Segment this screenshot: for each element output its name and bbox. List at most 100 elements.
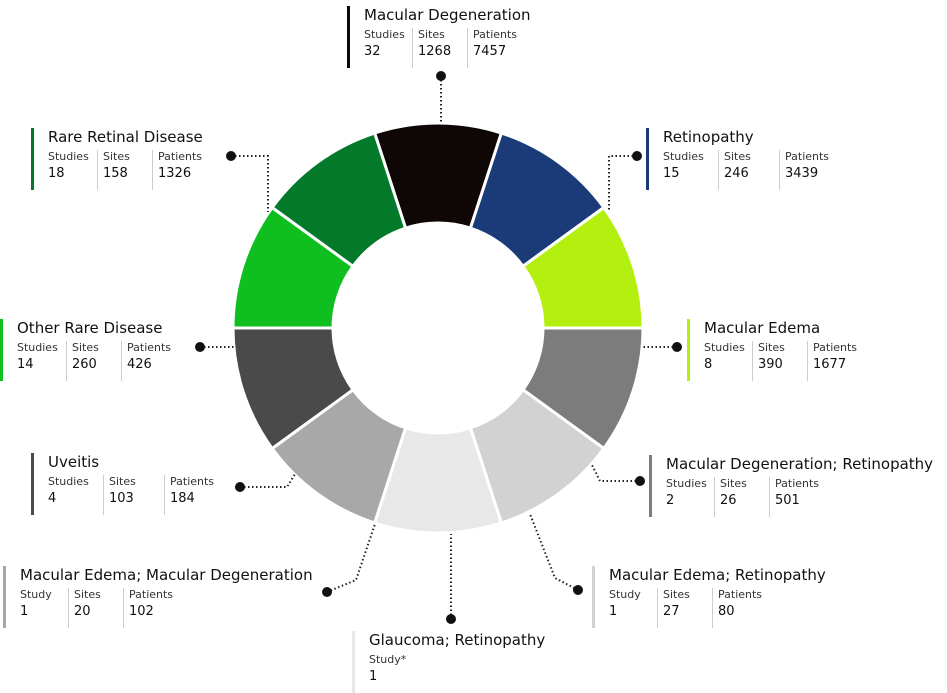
- connector: [591, 464, 640, 482]
- label-box: Macular Degeneration; Retinopathy Studies…: [649, 455, 933, 517]
- stat: Sites 26: [714, 477, 747, 517]
- stat-value: 18: [48, 166, 65, 181]
- stat-label: Studies: [663, 150, 704, 163]
- label-box: Uveitis Studies 4 Sites 103 Patients 184: [31, 453, 214, 515]
- node-title: Macular Edema; Retinopathy: [609, 566, 826, 584]
- connector-dot: [235, 482, 245, 492]
- stat-label: Patients: [129, 588, 174, 601]
- stat-value: 7457: [473, 44, 507, 59]
- stat: Patients 1677: [807, 341, 857, 381]
- label-box: Macular Edema Studies 8 Sites 390 Patients 167…: [687, 319, 857, 381]
- node-title: Uveitis: [48, 453, 100, 471]
- stat: Study* 1: [369, 653, 406, 684]
- stat: Sites 246: [718, 150, 751, 190]
- stat-label: Study*: [369, 653, 407, 666]
- stat-value: 102: [129, 604, 154, 619]
- stat-label: Sites: [720, 477, 747, 490]
- stat-value: 260: [72, 357, 97, 372]
- stat-label: Studies: [48, 150, 89, 163]
- stat: Sites 20: [68, 588, 101, 628]
- stat-value: 27: [663, 604, 680, 619]
- stat-label: Studies: [48, 475, 89, 488]
- donut-hole: [334, 224, 542, 432]
- stat: Patients 501: [769, 477, 819, 517]
- stat-label: Sites: [72, 341, 99, 354]
- connector-dot: [226, 151, 236, 161]
- node-title: Macular Degeneration; Retinopathy: [666, 455, 934, 473]
- node-title: Macular Edema; Macular Degeneration: [20, 566, 313, 584]
- stat-value: 3439: [785, 166, 819, 181]
- stat: Studies 2: [666, 477, 707, 508]
- stat-value: 20: [74, 604, 91, 619]
- connector-dot: [446, 614, 456, 624]
- stat-value: 80: [718, 604, 735, 619]
- stat-value: 1677: [813, 357, 847, 372]
- stat-value: 14: [17, 357, 34, 372]
- stat-value: 184: [170, 491, 195, 506]
- connector: [240, 473, 296, 488]
- stat-label: Sites: [109, 475, 136, 488]
- stat: Sites 27: [657, 588, 690, 628]
- label-box: Other Rare Disease Studies 14 Sites 260 Patie…: [0, 319, 171, 381]
- stat: Studies 8: [704, 341, 745, 372]
- stat-label: Studies: [364, 28, 405, 41]
- connector-dot: [195, 342, 205, 352]
- stat-value: 501: [775, 493, 800, 508]
- stat: Studies 18: [48, 150, 89, 181]
- stat: Sites 1268: [412, 28, 451, 68]
- stat-value: 32: [364, 44, 381, 59]
- stat: Patients 184: [164, 475, 214, 515]
- connector-dot: [322, 587, 332, 597]
- stat: Patients 426: [121, 341, 171, 381]
- node-title: Macular Edema: [704, 319, 821, 337]
- donut-segment: [270, 131, 408, 268]
- connector-dot: [635, 476, 645, 486]
- connector-dot: [632, 151, 642, 161]
- label-box: Macular Edema; Retinopathy Study 1 Sites 27 P…: [592, 566, 826, 628]
- stat-value: 15: [663, 166, 680, 181]
- stat-label: Sites: [103, 150, 130, 163]
- label-box: Macular Degeneration Studies 32 Sites 1268 Pa…: [347, 6, 531, 68]
- stat: Sites 158: [97, 150, 130, 190]
- stat-value: 390: [758, 357, 783, 372]
- node-title: Macular Degeneration: [364, 6, 531, 24]
- stat: Studies 15: [663, 150, 704, 181]
- connector-dot: [672, 342, 682, 352]
- connector: [326, 523, 376, 593]
- stat-label: Sites: [418, 28, 445, 41]
- connector-dot: [436, 71, 446, 81]
- stat-label: Studies: [17, 341, 58, 354]
- node-title: Other Rare Disease: [17, 319, 163, 337]
- stat: Sites 260: [66, 341, 99, 381]
- stat: Patients 102: [123, 588, 173, 628]
- stat: Studies 4: [48, 475, 89, 506]
- stat-label: Study: [609, 588, 641, 601]
- stat-label: Sites: [758, 341, 785, 354]
- connector: [608, 155, 637, 212]
- stat: Patients 3439: [779, 150, 829, 190]
- stat: Patients 7457: [467, 28, 517, 68]
- stat-value: 158: [103, 166, 128, 181]
- stat-label: Patients: [775, 477, 820, 490]
- stat: Patients 1326: [152, 150, 202, 190]
- stat-label: Studies: [704, 341, 745, 354]
- stat-value: 8: [704, 357, 713, 372]
- stat: Study 1: [20, 588, 52, 619]
- label-box: Macular Edema; Macular Degeneration Study…: [3, 566, 313, 628]
- stat-label: Patients: [127, 341, 172, 354]
- stat-label: Studies: [666, 477, 707, 490]
- stat: Studies 32: [364, 28, 405, 59]
- node-title: Retinopathy: [663, 128, 754, 146]
- stat: Studies 14: [17, 341, 58, 372]
- label-box: Retinopathy Studies 15 Sites 246 Patients 3439: [646, 128, 829, 190]
- stat-value: 26: [720, 493, 737, 508]
- stat-label: Patients: [785, 150, 830, 163]
- label-box: Rare Retinal Disease Studies 18 Sites 158 Pat…: [31, 128, 203, 190]
- node-title: Glaucoma; Retinopathy: [369, 631, 546, 649]
- connector: [529, 513, 579, 591]
- stat-value: 4: [48, 491, 57, 506]
- stat-label: Patients: [813, 341, 858, 354]
- connector-dot: [573, 585, 583, 595]
